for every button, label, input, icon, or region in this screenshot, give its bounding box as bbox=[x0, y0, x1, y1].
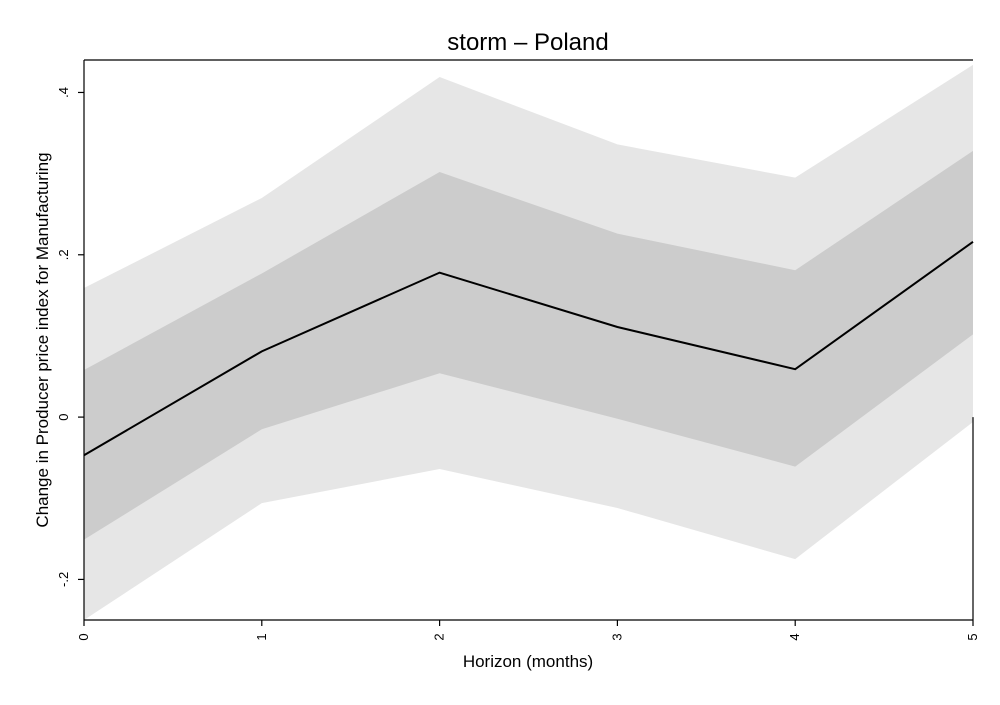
confidence-bands bbox=[84, 65, 973, 620]
y-tick-label: .2 bbox=[56, 249, 71, 260]
x-tick-label: 5 bbox=[965, 633, 980, 640]
y-axis-label: Change in Producer price index for Manuf… bbox=[33, 152, 52, 527]
y-tick-label: .4 bbox=[56, 87, 71, 98]
y-tick-label: -.2 bbox=[56, 572, 71, 587]
x-tick-label: 2 bbox=[432, 633, 447, 640]
x-tick-label: 1 bbox=[254, 633, 269, 640]
x-tick-label: 0 bbox=[76, 633, 91, 640]
x-tick-label: 4 bbox=[787, 633, 802, 640]
x-axis-label: Horizon (months) bbox=[463, 652, 593, 671]
chart-title: storm – Poland bbox=[447, 29, 608, 56]
x-tick-label: 3 bbox=[609, 633, 624, 640]
y-tick-label: 0 bbox=[56, 413, 71, 420]
